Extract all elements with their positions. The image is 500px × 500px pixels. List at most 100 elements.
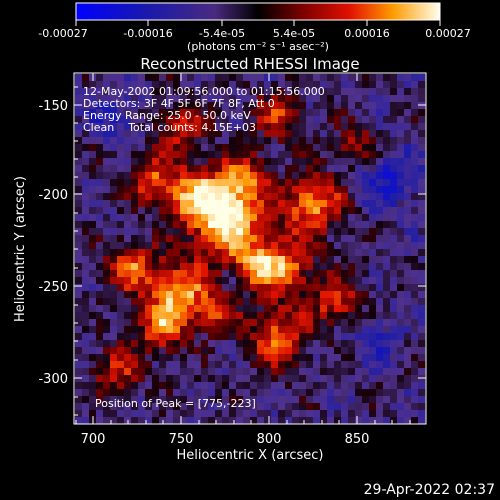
image-pixel bbox=[215, 109, 223, 117]
image-pixel bbox=[264, 403, 272, 411]
image-pixel bbox=[264, 340, 272, 348]
image-pixel bbox=[313, 410, 321, 418]
image-pixel bbox=[173, 214, 181, 222]
image-pixel bbox=[341, 347, 349, 355]
image-pixel bbox=[341, 151, 349, 159]
image-pixel bbox=[82, 158, 90, 166]
image-pixel bbox=[201, 235, 209, 243]
image-pixel bbox=[159, 368, 167, 376]
image-pixel bbox=[180, 158, 188, 166]
image-pixel bbox=[173, 277, 181, 285]
image-pixel bbox=[313, 284, 321, 292]
image-pixel bbox=[159, 200, 167, 208]
image-pixel bbox=[145, 109, 153, 117]
image-pixel bbox=[110, 137, 118, 145]
image-pixel bbox=[166, 256, 174, 264]
image-pixel bbox=[376, 403, 384, 411]
image-pixel bbox=[96, 221, 104, 229]
image-pixel bbox=[138, 74, 146, 82]
image-pixel bbox=[285, 305, 293, 313]
image-pixel bbox=[306, 172, 314, 180]
image-pixel bbox=[271, 312, 279, 320]
image-pixel bbox=[194, 298, 202, 306]
image-pixel bbox=[145, 291, 153, 299]
image-pixel bbox=[348, 151, 356, 159]
image-pixel bbox=[89, 228, 97, 236]
image-pixel bbox=[376, 95, 384, 103]
image-pixel bbox=[250, 242, 258, 250]
image-pixel bbox=[411, 186, 419, 194]
image-pixel bbox=[369, 151, 377, 159]
image-pixel bbox=[285, 235, 293, 243]
image-pixel bbox=[369, 368, 377, 376]
image-pixel bbox=[376, 116, 384, 124]
image-pixel bbox=[341, 270, 349, 278]
image-pixel bbox=[124, 249, 132, 257]
image-pixel bbox=[208, 368, 216, 376]
image-pixel bbox=[306, 319, 314, 327]
image-pixel bbox=[138, 417, 146, 425]
image-pixel bbox=[264, 242, 272, 250]
image-pixel bbox=[250, 347, 258, 355]
image-pixel bbox=[229, 172, 237, 180]
image-pixel bbox=[264, 144, 272, 152]
image-pixel bbox=[355, 144, 363, 152]
image-pixel bbox=[187, 312, 195, 320]
image-pixel bbox=[166, 116, 174, 124]
image-pixel bbox=[194, 74, 202, 82]
image-pixel bbox=[320, 144, 328, 152]
image-pixel bbox=[320, 403, 328, 411]
image-pixel bbox=[110, 368, 118, 376]
image-pixel bbox=[404, 172, 412, 180]
image-pixel bbox=[355, 95, 363, 103]
image-pixel bbox=[103, 123, 111, 131]
image-pixel bbox=[194, 340, 202, 348]
image-pixel bbox=[229, 130, 237, 138]
image-pixel bbox=[194, 270, 202, 278]
image-pixel bbox=[320, 319, 328, 327]
image-pixel bbox=[117, 305, 125, 313]
image-pixel bbox=[250, 151, 258, 159]
image-pixel bbox=[320, 193, 328, 201]
image-pixel bbox=[306, 375, 314, 383]
image-pixel bbox=[159, 165, 167, 173]
image-pixel bbox=[236, 221, 244, 229]
image-pixel bbox=[257, 298, 265, 306]
image-pixel bbox=[250, 298, 258, 306]
image-pixel bbox=[397, 270, 405, 278]
image-pixel bbox=[299, 109, 307, 117]
image-pixel bbox=[180, 312, 188, 320]
image-pixel bbox=[397, 368, 405, 376]
image-pixel bbox=[145, 151, 153, 159]
image-pixel bbox=[285, 158, 293, 166]
image-pixel bbox=[194, 193, 202, 201]
image-pixel bbox=[131, 193, 139, 201]
image-pixel bbox=[75, 179, 83, 187]
image-pixel bbox=[166, 305, 174, 313]
image-pixel bbox=[222, 410, 230, 418]
image-pixel bbox=[250, 403, 258, 411]
image-pixel bbox=[215, 81, 223, 89]
image-pixel bbox=[138, 123, 146, 131]
image-pixel bbox=[194, 333, 202, 341]
image-pixel bbox=[271, 179, 279, 187]
image-pixel bbox=[341, 389, 349, 397]
image-pixel bbox=[397, 151, 405, 159]
image-pixel bbox=[320, 207, 328, 215]
image-pixel bbox=[362, 284, 370, 292]
image-pixel bbox=[313, 249, 321, 257]
image-pixel bbox=[334, 102, 342, 110]
image-pixel bbox=[236, 326, 244, 334]
image-pixel bbox=[159, 151, 167, 159]
image-pixel bbox=[159, 340, 167, 348]
image-pixel bbox=[299, 284, 307, 292]
image-pixel bbox=[355, 88, 363, 96]
image-pixel bbox=[82, 109, 90, 117]
image-pixel bbox=[313, 109, 321, 117]
image-pixel bbox=[222, 88, 230, 96]
image-pixel bbox=[348, 95, 356, 103]
image-pixel bbox=[243, 221, 251, 229]
image-pixel bbox=[313, 228, 321, 236]
image-pixel bbox=[369, 186, 377, 194]
image-pixel bbox=[313, 151, 321, 159]
